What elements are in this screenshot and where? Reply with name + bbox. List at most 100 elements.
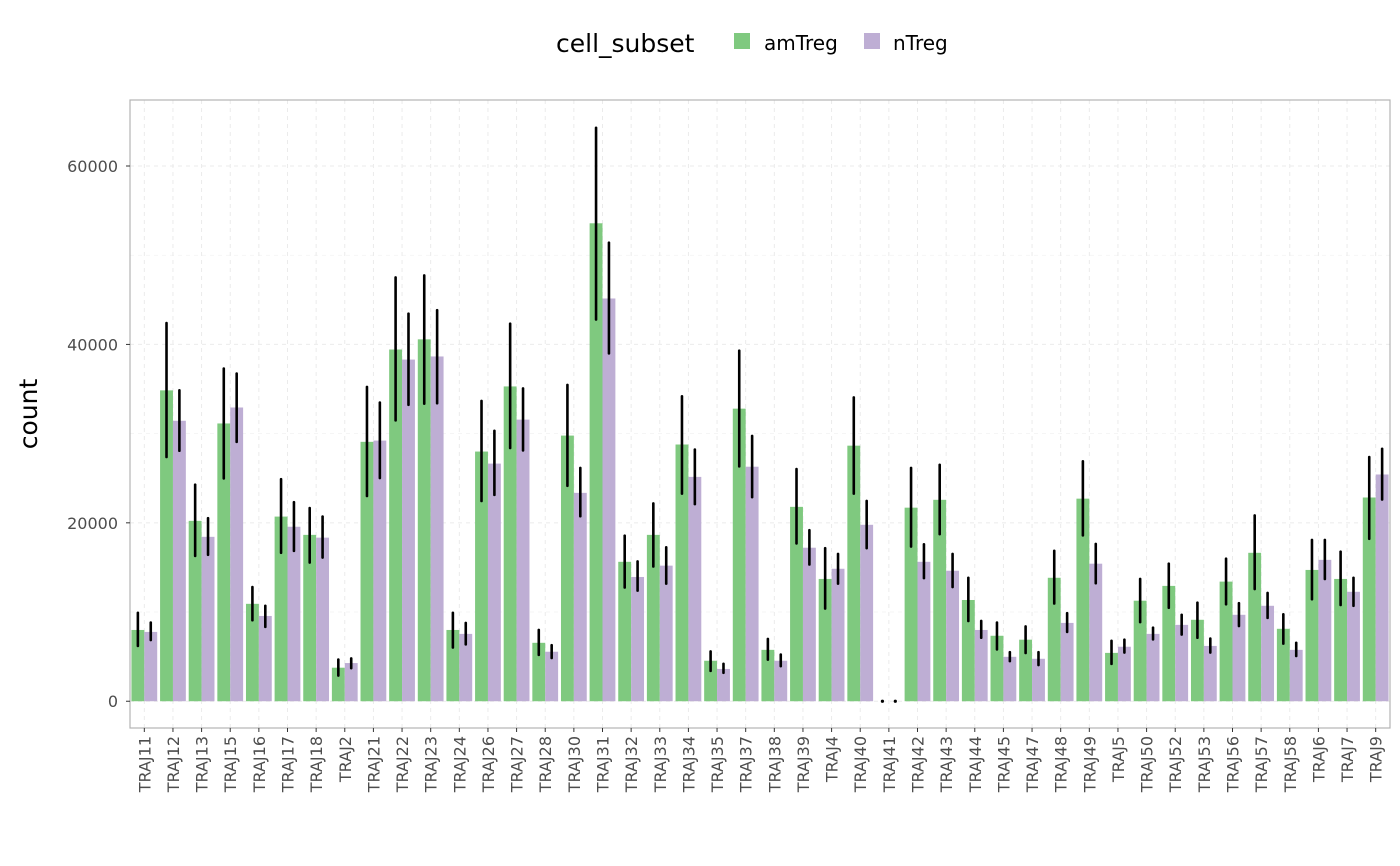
bar-amTreg-TRAJ50 [1133,600,1147,702]
x-tick-label: TRAJ48 [1052,736,1071,793]
bar-nTreg-TRAJ53 [1203,645,1217,702]
bar-amTreg-TRAJ32 [618,561,632,702]
bar-amTreg-TRAJ26 [475,451,488,702]
bar-nTreg-TRAJ49 [1089,563,1103,702]
bar-nTreg-TRAJ50 [1146,633,1160,702]
x-tick-label: TRAJ57 [1252,736,1271,793]
bar-nTreg-TRAJ4 [831,568,845,702]
panel-border [129,99,1391,729]
x-tick-label: TRAJ32 [622,736,641,793]
bar-amTreg-TRAJ11 [131,629,145,702]
y-axis-title: count [14,379,43,450]
bar-nTreg-TRAJ18 [316,537,330,702]
x-tick-label: TRAJ17 [279,736,298,793]
bar-nTreg-TRAJ57 [1261,605,1275,702]
x-tick-label: TRAJ26 [479,736,498,793]
bar-amTreg-TRAJ16 [245,603,259,702]
x-tick-label: TRAJ45 [994,736,1013,793]
x-tick-label: TRAJ12 [164,736,183,793]
bar-nTreg-TRAJ23 [430,356,444,702]
x-tick-label: TRAJ34 [679,736,698,793]
x-tick-label: TRAJ44 [966,736,985,793]
bar-amTreg-TRAJ12 [160,390,173,702]
x-tick-label: TRAJ52 [1166,736,1185,793]
x-tick-label: TRAJ39 [794,736,813,793]
x-tick-label: TRAJ41 [880,736,899,793]
legend: cell_subset amTreg nTreg [556,29,948,58]
bar-amTreg-TRAJ44 [961,599,975,702]
x-tick-label: TRAJ2 [336,736,355,783]
bar-amTreg-TRAJ18 [303,534,317,702]
bar-nTreg-TRAJ12 [172,420,186,702]
bar-nTreg-TRAJ31 [602,298,616,702]
bar-nTreg-TRAJ15 [230,407,244,702]
bar-nTreg-TRAJ52 [1175,624,1189,702]
bar-nTreg-TRAJ26 [487,463,501,702]
x-tick-label: TRAJ6 [1309,736,1328,783]
y-tick-label: 0 [108,692,118,711]
y-tick-label: 60000 [67,157,118,176]
bar-amTreg-TRAJ42 [904,507,918,702]
bar-nTreg-TRAJ58 [1289,649,1303,702]
bar-amTreg-TRAJ33 [646,534,660,702]
bar-nTreg-TRAJ40 [860,524,874,702]
x-tick-label: TRAJ18 [307,736,326,793]
x-tick-label: TRAJ33 [651,736,670,793]
x-axis: TRAJ11 TRAJ12 TRAJ13 TRAJ15 TRAJ16 TRAJ17 TRAJ… [135,728,1386,793]
x-tick-label: TRAJ24 [450,736,469,793]
bar-amTreg-TRAJ21 [360,441,374,702]
bar-nTreg-TRAJ34 [688,476,702,702]
x-tick-label: TRAJ4 [823,736,842,783]
bar-amTreg-TRAJ28 [532,642,546,702]
x-tick-label: TRAJ21 [364,736,383,793]
bar-nTreg-TRAJ2 [344,663,358,702]
x-tick-label: TRAJ9 [1367,736,1386,783]
legend-key-amTreg [734,33,750,49]
bar-nTreg-TRAJ5 [1117,646,1131,702]
x-tick-label: TRAJ7 [1338,736,1357,783]
bar-amTreg-TRAJ2 [331,667,345,702]
bar-amTreg-TRAJ38 [761,649,775,702]
bar-amTreg-TRAJ23 [417,339,431,702]
bar-amTreg-TRAJ49 [1076,498,1090,702]
x-tick-label: TRAJ40 [851,736,870,793]
x-tick-label: TRAJ15 [221,736,240,793]
x-tick-label: TRAJ50 [1138,736,1157,793]
bar-amTreg-TRAJ57 [1248,552,1262,702]
bar-nTreg-TRAJ30 [573,492,587,702]
bar-amTreg-TRAJ56 [1219,581,1233,702]
bar-amTreg-TRAJ48 [1047,577,1061,702]
bar-amTreg-TRAJ58 [1276,628,1290,702]
x-tick-label: TRAJ43 [937,736,956,793]
bar-amTreg-TRAJ7 [1334,578,1348,702]
bar-amTreg-TRAJ6 [1305,569,1319,702]
x-tick-label: TRAJ38 [765,736,784,793]
bar-amTreg-TRAJ13 [188,520,202,702]
bar-amTreg-TRAJ17 [274,516,288,702]
x-tick-label: TRAJ47 [1023,736,1042,793]
x-tick-label: TRAJ11 [135,736,154,793]
bar-amTreg-TRAJ35 [704,660,718,702]
error-bars [136,126,1384,703]
x-tick-label: TRAJ23 [422,736,441,793]
bar-amTreg-TRAJ4 [818,578,832,702]
x-tick-label: TRAJ49 [1080,736,1099,793]
bar-nTreg-TRAJ24 [459,633,473,702]
bar-amTreg-TRAJ31 [589,223,603,702]
bar-nTreg-TRAJ33 [659,565,673,702]
x-tick-label: TRAJ35 [708,736,727,793]
x-tick-label: TRAJ13 [193,736,212,793]
bar-amTreg-TRAJ5 [1105,652,1118,702]
bar-nTreg-TRAJ48 [1060,622,1074,702]
bar-nTreg-TRAJ35 [717,668,730,702]
x-tick-label: TRAJ28 [536,736,555,793]
bar-amTreg-TRAJ27 [503,386,517,702]
bar-nTreg-TRAJ44 [974,629,988,702]
bar-amTreg-TRAJ40 [847,445,861,702]
bar-nTreg-TRAJ37 [745,466,759,702]
x-tick-label: TRAJ22 [393,736,412,793]
bar-amTreg-TRAJ37 [732,408,746,702]
bar-nTreg-TRAJ21 [373,440,387,702]
x-tick-label: TRAJ58 [1281,736,1300,793]
